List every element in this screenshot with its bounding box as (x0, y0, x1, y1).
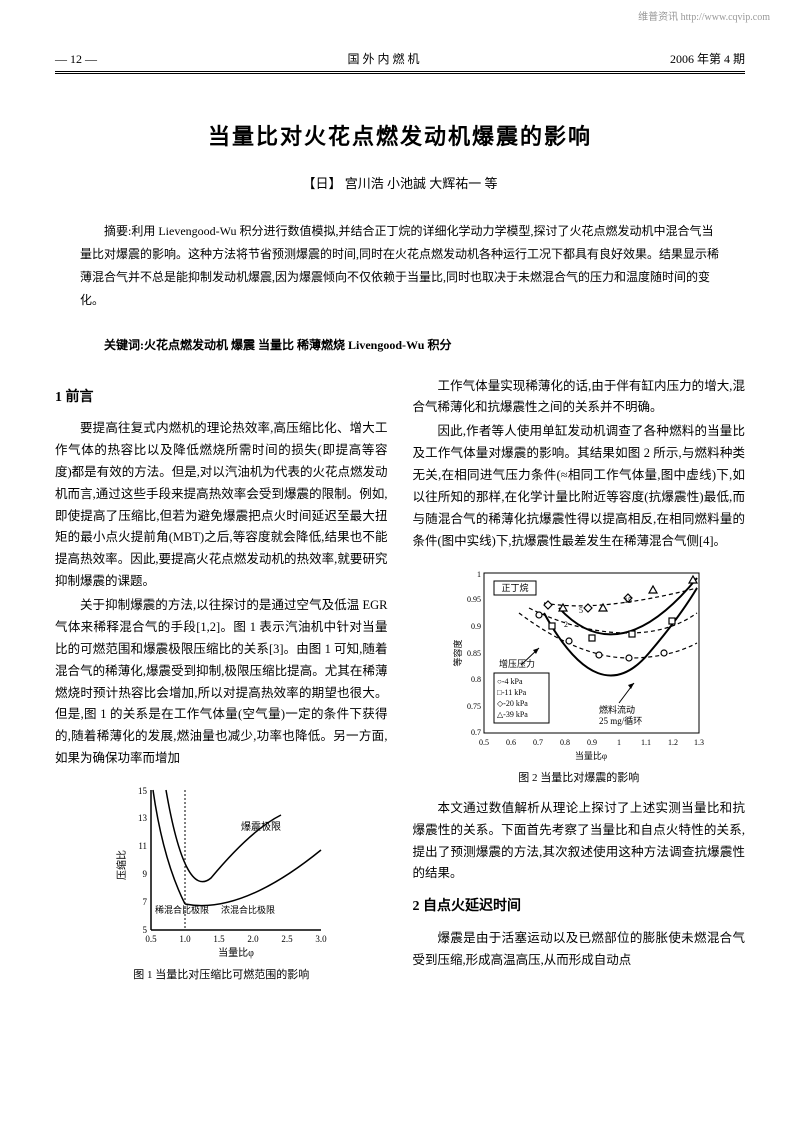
svg-text:25 mg/循环: 25 mg/循环 (599, 715, 642, 726)
svg-text:1: 1 (617, 738, 621, 747)
svg-text:压缩比: 压缩比 (115, 850, 128, 880)
right-column: 工作气体量实现稀薄化的话,由于伴有缸内压力的增大,混合气稀薄化和抗爆震性之间的关… (413, 376, 746, 996)
svg-text:0.5: 0.5 (146, 934, 158, 944)
svg-text:等容度: 等容度 (452, 639, 463, 666)
svg-text:9: 9 (143, 869, 148, 879)
article-title: 当量比对火花点燃发动机爆震的影响 (55, 119, 745, 154)
svg-text:1.0: 1.0 (180, 934, 192, 944)
svg-text:3.0: 3.0 (316, 934, 328, 944)
svg-text:0.7: 0.7 (533, 738, 543, 747)
authors: 【日】 宫川浩 小池誠 大辉祐一 等 (55, 174, 745, 195)
figure-1: 57 911 1315 0.51.0 1.52.0 2.53.0 当量比φ 压缩… (55, 780, 388, 985)
svg-text:0.8: 0.8 (560, 738, 570, 747)
svg-text:1: 1 (477, 570, 481, 579)
svg-text:0.9: 0.9 (471, 622, 481, 631)
paragraph: 要提高往复式内燃机的理论热效率,高压缩比化、增大工作气体的热容比以及降低燃烧所需… (55, 418, 388, 593)
svg-text:爆震极限: 爆震极限 (241, 820, 281, 833)
paragraph: 工作气体量实现稀薄化的话,由于伴有缸内压力的增大,混合气稀薄化和抗爆震性之间的关… (413, 376, 746, 420)
figure-2: 0.70.75 0.80.85 0.90.95 1 0.50.6 0.70.8 … (413, 563, 746, 788)
watermark: 维普资讯 http://www.cqvip.com (638, 10, 770, 26)
svg-text:浓混合比极限: 浓混合比极限 (221, 904, 275, 915)
two-column-body: 1 前言 要提高往复式内燃机的理论热效率,高压缩比化、增大工作气体的热容比以及降… (55, 376, 745, 996)
figure-1-caption: 图 1 当量比对压缩比可燃范围的影响 (55, 966, 388, 985)
svg-text:0.95: 0.95 (467, 595, 481, 604)
svg-text:0.8: 0.8 (471, 675, 481, 684)
svg-text:1.5: 1.5 (214, 934, 226, 944)
svg-text:0.5: 0.5 (479, 738, 489, 747)
svg-text:5: 5 (579, 606, 583, 615)
svg-text:0.75: 0.75 (467, 702, 481, 711)
section-2-title: 2 自点火延迟时间 (413, 895, 746, 920)
svg-text:1.3: 1.3 (694, 738, 704, 747)
paragraph: 爆震是由于活塞运动以及已燃部位的膨胀使未燃混合气受到压缩,形成高温高压,从而形成… (413, 928, 746, 972)
figure-2-caption: 图 2 当量比对爆震的影响 (413, 769, 746, 788)
svg-text:稀混合比极限: 稀混合比极限 (155, 904, 209, 915)
svg-text:2.0: 2.0 (248, 934, 260, 944)
paragraph: 关于抑制爆震的方法,以往探讨的是通过空气及低温 EGR 气体来稀释混合气的手段[… (55, 595, 388, 770)
svg-text:1.1: 1.1 (641, 738, 651, 747)
keywords: 关键词:火花点燃发动机 爆震 当量比 稀薄燃烧 Livengood-Wu 积分 (80, 336, 720, 355)
issue-info: 2006 年第 4 期 (670, 50, 745, 69)
page-number: — 12 — (55, 50, 97, 69)
svg-text:◇-20 kPa: ◇-20 kPa (497, 699, 528, 708)
svg-text:1.2: 1.2 (668, 738, 678, 747)
abstract: 摘要:利用 Lievengood-Wu 积分进行数值模拟,并结合正丁烷的详细化学… (80, 220, 720, 311)
svg-text:燃料流动: 燃料流动 (599, 704, 635, 715)
svg-text:正丁烷: 正丁烷 (501, 582, 528, 593)
paragraph: 因此,作者等人使用单缸发动机调查了各种燃料的当量比及工作气体量对爆震的影响。其结… (413, 421, 746, 552)
svg-text:○-4 kPa: ○-4 kPa (497, 677, 523, 686)
svg-text:2: 2 (564, 620, 568, 629)
svg-text:13: 13 (138, 813, 148, 823)
svg-text:0.7: 0.7 (471, 728, 481, 737)
left-column: 1 前言 要提高往复式内燃机的理论热效率,高压缩比化、增大工作气体的热容比以及降… (55, 376, 388, 996)
figure-2-chart: 0.70.75 0.80.85 0.90.95 1 0.50.6 0.70.8 … (449, 563, 709, 763)
svg-text:15: 15 (138, 786, 148, 796)
page-header: — 12 — 国 外 内 燃 机 2006 年第 4 期 (55, 50, 745, 74)
svg-text:□-11 kPa: □-11 kPa (497, 688, 527, 697)
figure-1-chart: 57 911 1315 0.51.0 1.52.0 2.53.0 当量比φ 压缩… (111, 780, 331, 960)
svg-text:0.85: 0.85 (467, 649, 481, 658)
paragraph: 本文通过数值解析从理论上探讨了上述实测当量比和抗爆震性的关系。下面首先考察了当量… (413, 798, 746, 886)
svg-text:△-39 kPa: △-39 kPa (497, 710, 528, 719)
journal-name: 国 外 内 燃 机 (347, 50, 419, 69)
svg-text:2.5: 2.5 (282, 934, 294, 944)
svg-text:15: 15 (624, 596, 632, 605)
svg-text:11: 11 (139, 841, 148, 851)
svg-text:当量比φ: 当量比φ (575, 750, 607, 761)
svg-text:7: 7 (143, 897, 148, 907)
section-1-title: 1 前言 (55, 386, 388, 411)
svg-text:0.9: 0.9 (587, 738, 597, 747)
svg-text:当量比φ: 当量比φ (218, 946, 254, 959)
svg-text:0.6: 0.6 (506, 738, 516, 747)
svg-text:增压压力: 增压压力 (499, 658, 535, 669)
